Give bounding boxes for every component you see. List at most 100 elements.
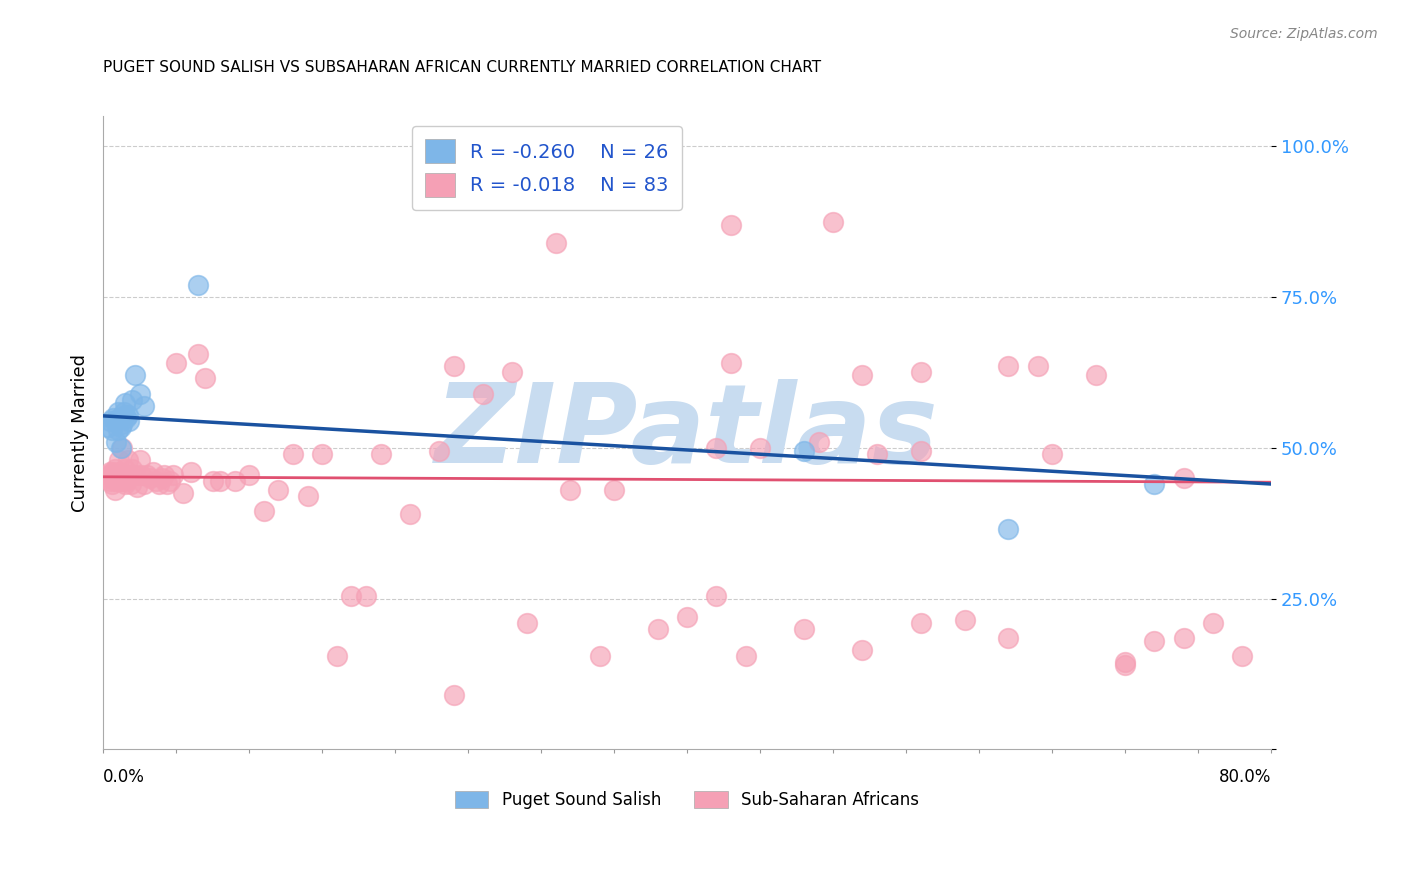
- Point: [544, 235, 567, 250]
- Point: [325, 648, 347, 663]
- Point: [704, 441, 727, 455]
- Point: [1143, 477, 1166, 491]
- Point: [101, 477, 124, 491]
- Point: [187, 347, 209, 361]
- Point: [180, 465, 202, 479]
- Point: [111, 474, 134, 488]
- Point: [340, 589, 363, 603]
- Point: [139, 471, 162, 485]
- Point: [128, 386, 150, 401]
- Point: [107, 474, 129, 488]
- Point: [720, 218, 742, 232]
- Point: [114, 408, 136, 422]
- Point: [117, 453, 139, 467]
- Point: [104, 462, 127, 476]
- Point: [145, 474, 167, 488]
- Point: [121, 392, 143, 407]
- Point: [1173, 471, 1195, 485]
- Point: [110, 419, 132, 434]
- Point: [354, 589, 377, 603]
- Point: [997, 522, 1019, 536]
- Point: [208, 474, 231, 488]
- Point: [103, 410, 125, 425]
- Point: [172, 486, 194, 500]
- Point: [110, 441, 132, 455]
- Point: [98, 471, 121, 485]
- Point: [370, 447, 392, 461]
- Point: [515, 615, 537, 630]
- Point: [100, 474, 122, 488]
- Point: [603, 483, 626, 497]
- Point: [953, 613, 976, 627]
- Point: [910, 366, 932, 380]
- Point: [823, 215, 845, 229]
- Point: [100, 465, 122, 479]
- Text: Source: ZipAtlas.com: Source: ZipAtlas.com: [1230, 27, 1378, 41]
- Point: [560, 483, 582, 497]
- Point: [851, 643, 873, 657]
- Point: [1173, 631, 1195, 645]
- Point: [105, 474, 128, 488]
- Point: [148, 477, 170, 491]
- Point: [807, 434, 830, 449]
- Point: [281, 447, 304, 461]
- Point: [427, 443, 450, 458]
- Point: [311, 447, 333, 461]
- Point: [115, 410, 138, 425]
- Point: [114, 477, 136, 491]
- Point: [153, 467, 176, 482]
- Point: [142, 465, 165, 479]
- Point: [1084, 368, 1107, 383]
- Point: [111, 417, 134, 431]
- Point: [124, 368, 146, 383]
- Point: [1114, 657, 1136, 672]
- Point: [96, 419, 118, 434]
- Point: [647, 622, 669, 636]
- Point: [156, 477, 179, 491]
- Point: [1026, 359, 1049, 374]
- Point: [104, 414, 127, 428]
- Point: [1114, 655, 1136, 669]
- Point: [165, 356, 187, 370]
- Point: [108, 465, 131, 479]
- Point: [104, 483, 127, 497]
- Point: [267, 483, 290, 497]
- Y-axis label: Currently Married: Currently Married: [72, 354, 89, 512]
- Point: [112, 467, 135, 482]
- Point: [224, 474, 246, 488]
- Point: [105, 467, 128, 482]
- Point: [114, 462, 136, 476]
- Point: [136, 467, 159, 482]
- Point: [115, 474, 138, 488]
- Point: [107, 405, 129, 419]
- Point: [1040, 447, 1063, 461]
- Point: [676, 609, 699, 624]
- Point: [704, 589, 727, 603]
- Point: [187, 278, 209, 293]
- Point: [103, 471, 125, 485]
- Point: [112, 405, 135, 419]
- Text: 0.0%: 0.0%: [103, 768, 145, 787]
- Point: [96, 467, 118, 482]
- Point: [129, 467, 152, 482]
- Point: [118, 471, 141, 485]
- Point: [866, 447, 889, 461]
- Point: [118, 467, 141, 482]
- Point: [159, 474, 181, 488]
- Text: ZIPatlas: ZIPatlas: [436, 379, 939, 486]
- Point: [110, 467, 132, 482]
- Point: [793, 622, 815, 636]
- Text: PUGET SOUND SALISH VS SUBSAHARAN AFRICAN CURRENTLY MARRIED CORRELATION CHART: PUGET SOUND SALISH VS SUBSAHARAN AFRICAN…: [103, 60, 821, 75]
- Point: [997, 631, 1019, 645]
- Point: [1230, 648, 1253, 663]
- Point: [120, 477, 142, 491]
- Point: [100, 414, 122, 428]
- Point: [501, 366, 523, 380]
- Point: [194, 371, 217, 385]
- Point: [124, 467, 146, 482]
- Text: 80.0%: 80.0%: [1219, 768, 1271, 787]
- Point: [443, 688, 465, 702]
- Point: [297, 489, 319, 503]
- Point: [1143, 633, 1166, 648]
- Point: [128, 453, 150, 467]
